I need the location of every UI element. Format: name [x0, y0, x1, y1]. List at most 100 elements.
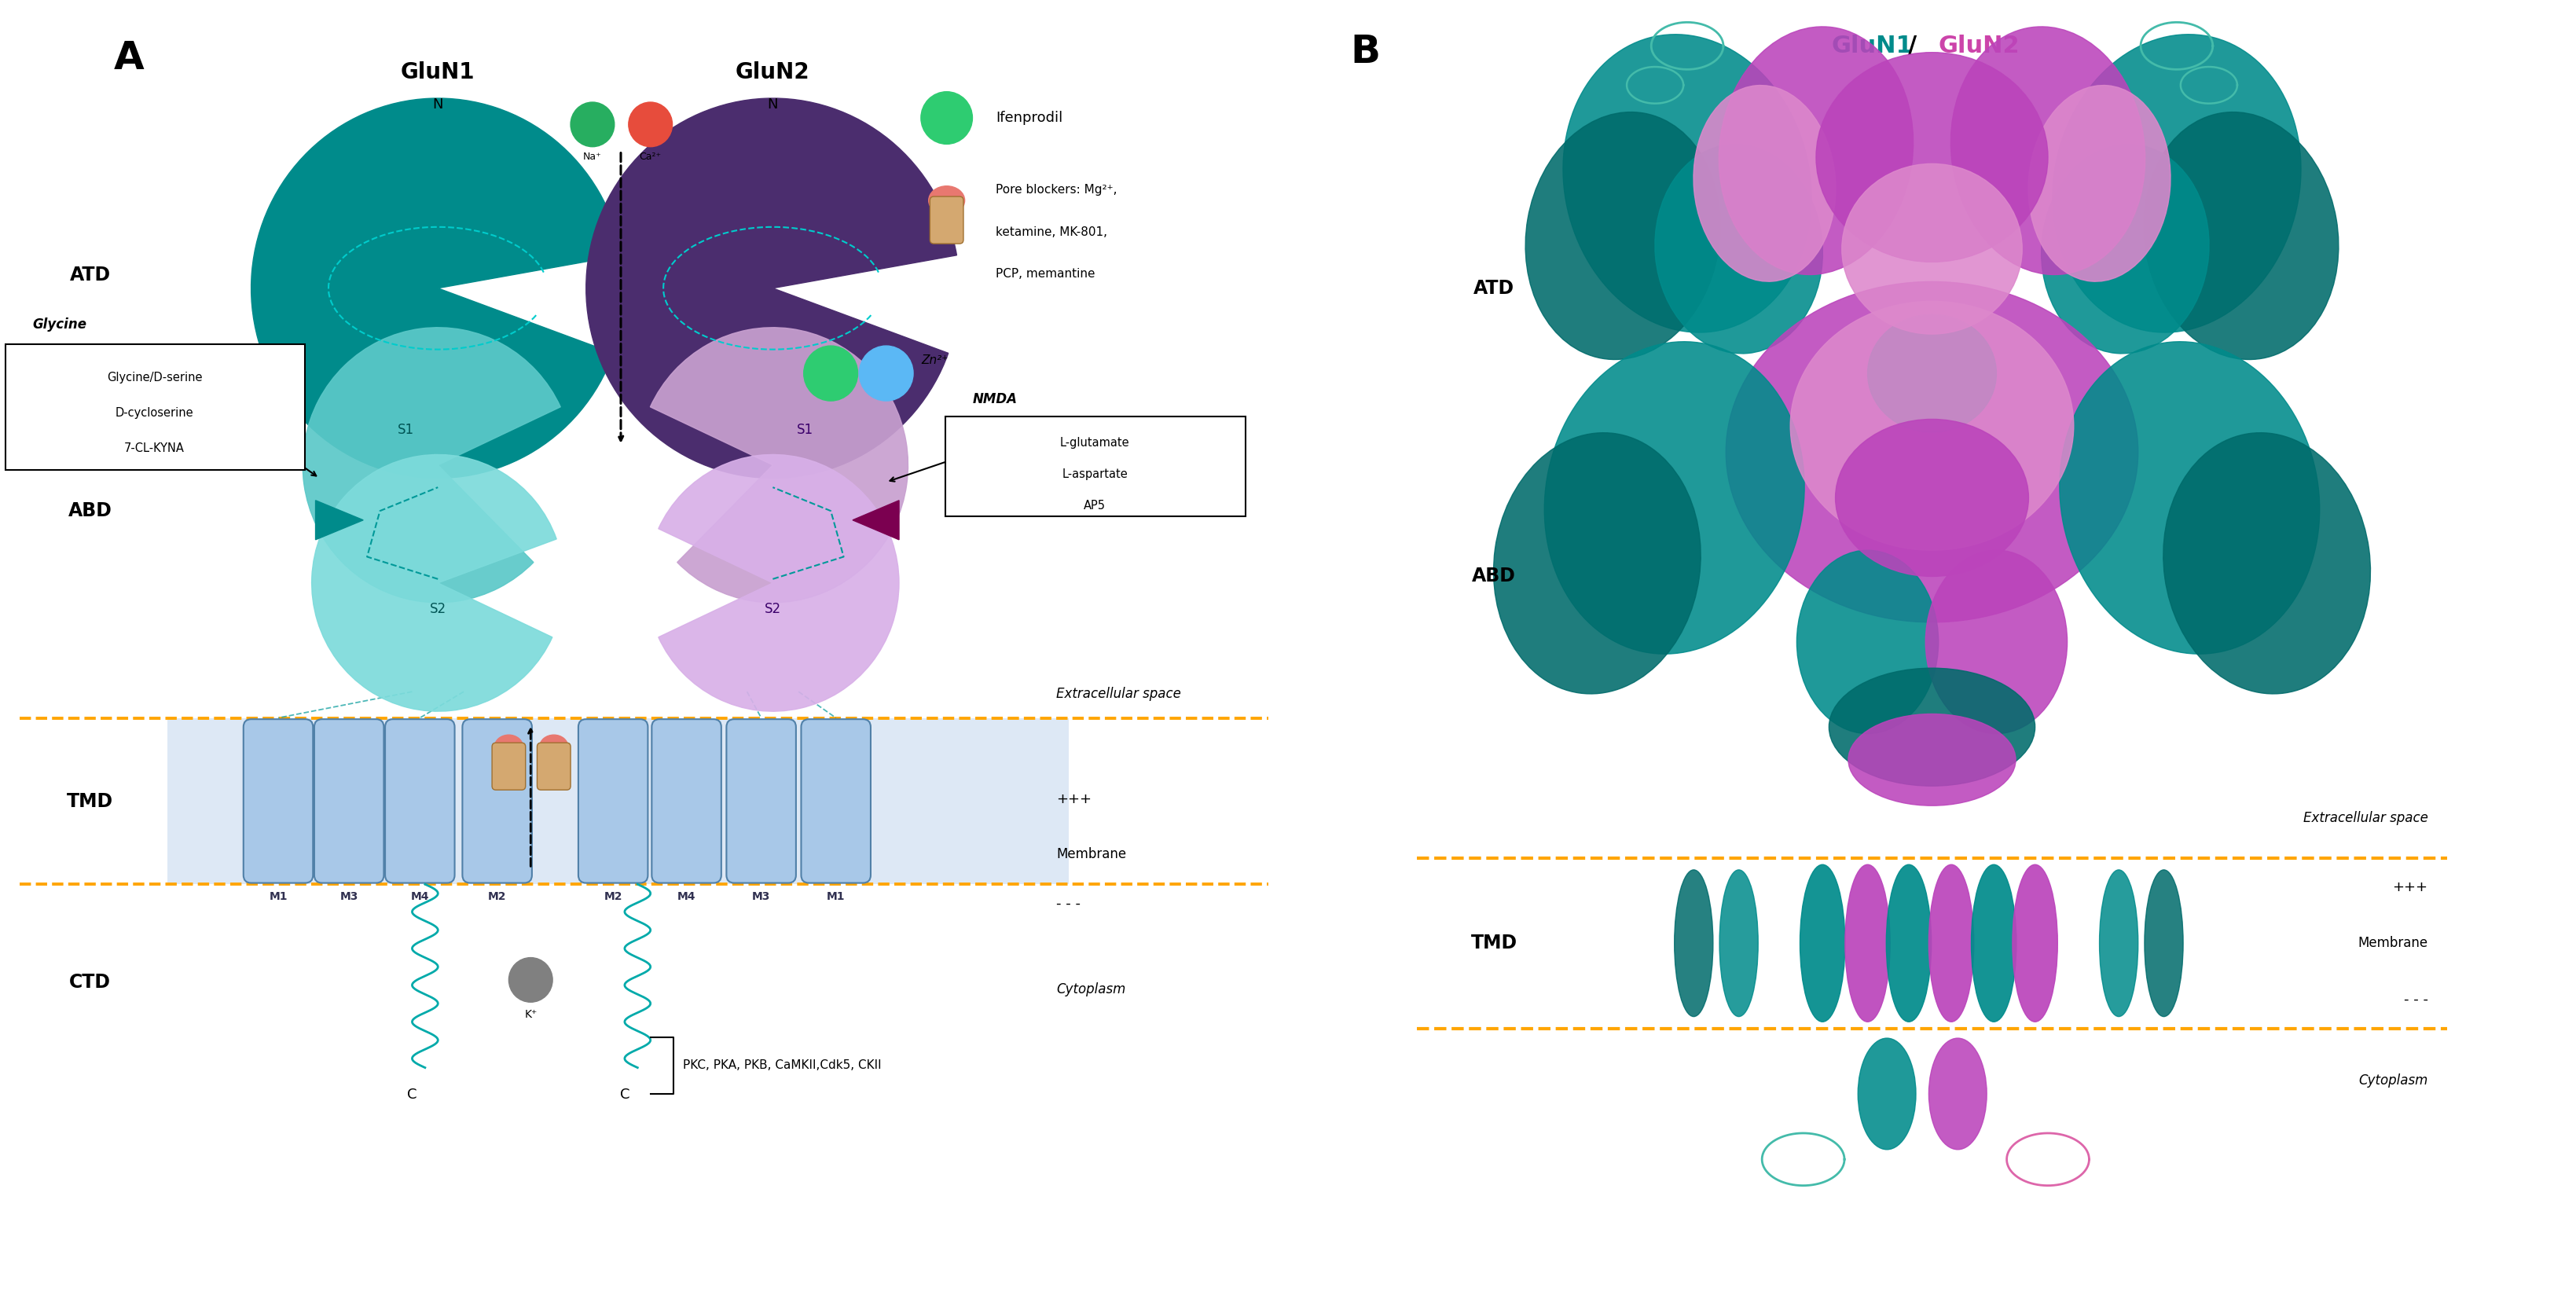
Text: Pore blockers: Mg²⁺,: Pore blockers: Mg²⁺, — [994, 185, 1118, 195]
Text: GluN2: GluN2 — [737, 62, 809, 83]
Circle shape — [804, 346, 858, 401]
Text: Membrane: Membrane — [2357, 937, 2429, 950]
Text: /: / — [1909, 34, 1917, 58]
Text: M4: M4 — [677, 891, 696, 901]
Text: A: A — [113, 39, 144, 77]
FancyBboxPatch shape — [464, 719, 533, 883]
Ellipse shape — [2164, 432, 2370, 694]
Circle shape — [922, 92, 971, 144]
Ellipse shape — [2040, 144, 2210, 354]
Wedge shape — [312, 455, 556, 711]
Text: M2: M2 — [603, 891, 623, 901]
Ellipse shape — [2027, 85, 2172, 282]
Text: AP5: AP5 — [1084, 500, 1105, 511]
Text: M1: M1 — [827, 891, 845, 901]
Text: +++: +++ — [2393, 880, 2429, 893]
Text: Zn²⁺: Zn²⁺ — [922, 355, 948, 365]
Text: ketamine, MK-801,: ketamine, MK-801, — [994, 227, 1108, 237]
FancyBboxPatch shape — [242, 719, 314, 883]
Text: binding site: binding site — [971, 428, 1061, 441]
Wedge shape — [252, 98, 621, 478]
Text: L-glutamate: L-glutamate — [1059, 438, 1131, 448]
Text: C: C — [407, 1087, 417, 1102]
Ellipse shape — [927, 186, 963, 215]
Wedge shape — [649, 328, 907, 603]
Ellipse shape — [1790, 301, 2074, 550]
Ellipse shape — [1816, 52, 2048, 262]
Circle shape — [569, 102, 613, 147]
Text: Na⁺: Na⁺ — [582, 152, 603, 162]
Text: ABD: ABD — [1471, 567, 1517, 586]
Text: B: B — [1350, 33, 1381, 71]
Text: M3: M3 — [752, 891, 770, 901]
Ellipse shape — [1692, 85, 1837, 282]
Ellipse shape — [1726, 282, 2138, 622]
FancyBboxPatch shape — [314, 719, 384, 883]
Circle shape — [629, 102, 672, 147]
Text: GluN1: GluN1 — [402, 62, 474, 83]
Ellipse shape — [1842, 164, 2022, 334]
Circle shape — [507, 958, 554, 1002]
Text: PCP, memantine: PCP, memantine — [994, 269, 1095, 279]
Ellipse shape — [541, 735, 567, 758]
Text: +++: +++ — [1056, 793, 1092, 806]
Text: M4: M4 — [410, 891, 430, 901]
Ellipse shape — [1718, 26, 1914, 275]
Text: Ca²⁺: Ca²⁺ — [639, 152, 662, 162]
Ellipse shape — [1850, 714, 2014, 806]
Text: - - -: - - - — [1056, 897, 1079, 910]
Bar — [167, 718, 1069, 884]
Text: S1: S1 — [796, 423, 814, 436]
Ellipse shape — [1929, 1038, 1986, 1150]
Text: Glycine: Glycine — [31, 318, 88, 331]
Ellipse shape — [1971, 865, 2017, 1022]
Ellipse shape — [1654, 144, 1824, 354]
Ellipse shape — [1546, 342, 1803, 654]
Polygon shape — [853, 500, 899, 540]
Polygon shape — [317, 500, 363, 540]
Ellipse shape — [1924, 550, 2066, 734]
Ellipse shape — [1525, 113, 1721, 359]
Text: ATD: ATD — [70, 266, 111, 284]
Text: L-aspartate: L-aspartate — [1061, 469, 1128, 479]
Ellipse shape — [1868, 314, 1996, 432]
Text: Membrane: Membrane — [1056, 848, 1126, 861]
Circle shape — [858, 346, 914, 401]
Ellipse shape — [1721, 870, 1757, 1017]
Text: Cytoplasm: Cytoplasm — [1056, 982, 1126, 996]
Text: 7-CL-KYNA: 7-CL-KYNA — [124, 443, 185, 453]
Text: CTD: CTD — [70, 973, 111, 992]
Wedge shape — [659, 455, 899, 711]
Text: M2: M2 — [487, 891, 507, 901]
Wedge shape — [587, 98, 956, 478]
Ellipse shape — [1844, 865, 1891, 1022]
Ellipse shape — [1674, 870, 1713, 1017]
Text: ABD: ABD — [67, 502, 113, 520]
Text: N: N — [433, 98, 443, 111]
FancyBboxPatch shape — [386, 719, 453, 883]
Text: GluN1: GluN1 — [1832, 34, 1911, 58]
Text: K⁺: K⁺ — [526, 1009, 536, 1019]
Text: Cytoplasm: Cytoplasm — [2360, 1074, 2429, 1087]
Text: - - -: - - - — [2403, 993, 2429, 1006]
FancyBboxPatch shape — [536, 743, 572, 790]
Text: M3: M3 — [340, 891, 358, 901]
Ellipse shape — [1929, 865, 1973, 1022]
Ellipse shape — [1829, 668, 2035, 786]
Ellipse shape — [2053, 34, 2300, 333]
Text: Glycine/D-serine: Glycine/D-serine — [106, 372, 204, 383]
Ellipse shape — [2099, 870, 2138, 1017]
Ellipse shape — [2143, 113, 2339, 359]
Ellipse shape — [2143, 870, 2182, 1017]
Ellipse shape — [1564, 34, 1811, 333]
FancyBboxPatch shape — [801, 719, 871, 883]
Text: M1: M1 — [268, 891, 289, 901]
Ellipse shape — [1798, 550, 1940, 734]
Ellipse shape — [2012, 865, 2058, 1022]
Text: PKC, PKA, PKB, CaMKII,Cdk5, CKII: PKC, PKA, PKB, CaMKII,Cdk5, CKII — [683, 1060, 881, 1070]
Text: S2: S2 — [430, 603, 446, 616]
Text: C: C — [621, 1087, 629, 1102]
Text: Ifenprodil: Ifenprodil — [994, 111, 1064, 124]
Text: GluN2: GluN2 — [1940, 34, 2020, 58]
FancyBboxPatch shape — [652, 719, 721, 883]
